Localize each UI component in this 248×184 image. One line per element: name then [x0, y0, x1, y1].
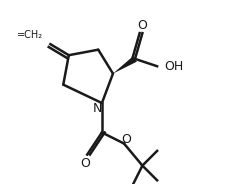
- Text: O: O: [80, 157, 90, 170]
- Text: O: O: [121, 133, 131, 146]
- Polygon shape: [113, 56, 137, 74]
- Text: OH: OH: [164, 60, 184, 73]
- Text: N: N: [93, 102, 102, 115]
- Text: O: O: [137, 19, 147, 32]
- Text: =CH₂: =CH₂: [17, 31, 43, 40]
